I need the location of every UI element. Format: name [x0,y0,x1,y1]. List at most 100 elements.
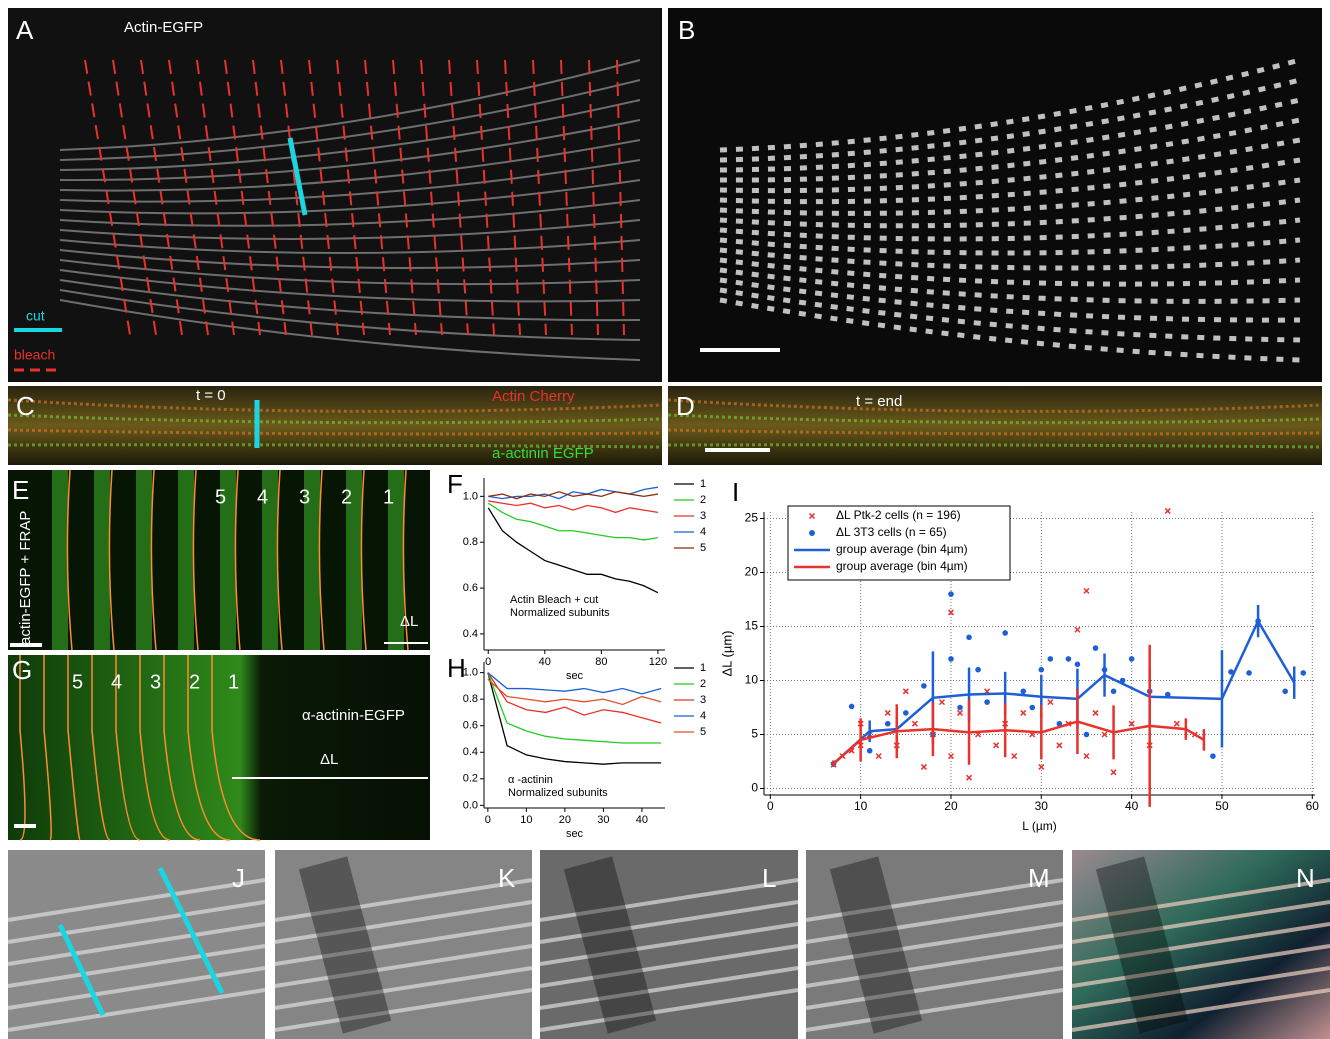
legend-label: 3 [700,510,706,522]
x-tick-label: 30 [1035,799,1049,813]
y-tick-label: 0.8 [463,536,478,548]
x-tick-label: 20 [944,799,958,813]
time-label: t = 0 [196,387,226,404]
y-tick-label: 20 [745,565,759,579]
legend-label: 5 [700,542,706,554]
fiber [59,139,641,192]
annotation: Actin Bleach + cut [510,594,598,606]
cut-line [287,137,308,216]
cut-line [157,866,225,995]
trace [163,655,201,841]
panel-label: J [232,863,245,893]
trace-number: 2 [189,671,200,693]
fiber [59,269,641,303]
point [984,699,990,705]
fiber [539,900,799,944]
point [1047,699,1054,706]
point [1128,656,1135,662]
point [903,710,909,716]
point [993,742,1000,749]
bleach-line [308,59,339,336]
bleach-line [196,59,235,336]
trace [187,655,231,841]
point [966,634,972,641]
series-line [832,618,1296,765]
point [866,747,873,754]
point [884,709,891,716]
point [1210,753,1216,759]
fiber [719,287,1301,343]
x-axis-label: L (µm) [1022,819,1056,833]
point [1047,656,1054,662]
fiber [719,177,1301,216]
x-tick-label: 120 [649,656,667,668]
point [1074,626,1081,633]
x-tick-label: 20 [559,814,571,826]
y-tick-label: 0.2 [463,773,478,785]
fiber [274,900,533,944]
point [1092,645,1099,651]
point [957,704,963,711]
point [902,688,909,695]
y-tick-label: 0.4 [463,628,478,640]
fiber [59,219,641,240]
legend-label: 2 [700,678,706,690]
channel-label: Actin Cherry [492,388,575,405]
stripe [388,470,404,650]
bleach-line [224,59,261,336]
y-tick-label: 0 [751,781,758,795]
panel-label: L [762,863,776,893]
series-line [487,672,662,765]
series-line [487,672,662,695]
fiber [719,257,1301,287]
point [1002,630,1008,636]
series-line [487,502,659,541]
fiber [719,277,1301,323]
panel-label: M [1028,863,1050,893]
x-tick-label: 10 [520,814,532,826]
bleach-line [252,59,287,336]
x-tick-label: 0 [485,814,491,826]
bleach-line [532,59,547,336]
y-tick-label: 5 [751,727,758,741]
point [921,683,927,689]
legend-bleach: bleach [14,347,55,363]
bleach-line [392,59,417,336]
trace-number: 5 [72,671,83,693]
trace [67,655,81,841]
point [1092,709,1099,716]
y-tick-label: 0.4 [463,746,478,758]
legend-label: group average (bin 4µm) [836,559,968,573]
point [938,699,945,706]
point [956,709,964,716]
trace [318,469,325,651]
y-tick-label: 0.6 [463,720,478,732]
trace-number: 3 [299,486,310,508]
point [1020,709,1027,716]
point [875,753,882,760]
point [1101,731,1108,738]
bleach-line [84,59,131,336]
trace-number: 1 [228,671,239,693]
panel-label: H [447,653,466,683]
fiber [1071,966,1330,1010]
x-tick-label: 40 [539,656,551,668]
point [911,720,918,727]
point [948,591,954,597]
legend-label: 1 [700,478,706,490]
point [1110,769,1117,776]
fiber [59,289,641,341]
stripe [220,470,236,650]
fiber [805,944,1064,988]
series-line [832,720,1205,765]
bleach-zone [829,856,923,1034]
annotation: α -actinin [508,774,553,786]
legend-label: group average (bin 4µm) [836,542,968,556]
series-line [487,672,662,724]
fiber [274,878,533,922]
bleach-line [112,59,157,336]
legend-cut: cut [26,308,45,324]
y-tick-label: 0.8 [463,693,478,705]
fiber [7,922,266,966]
